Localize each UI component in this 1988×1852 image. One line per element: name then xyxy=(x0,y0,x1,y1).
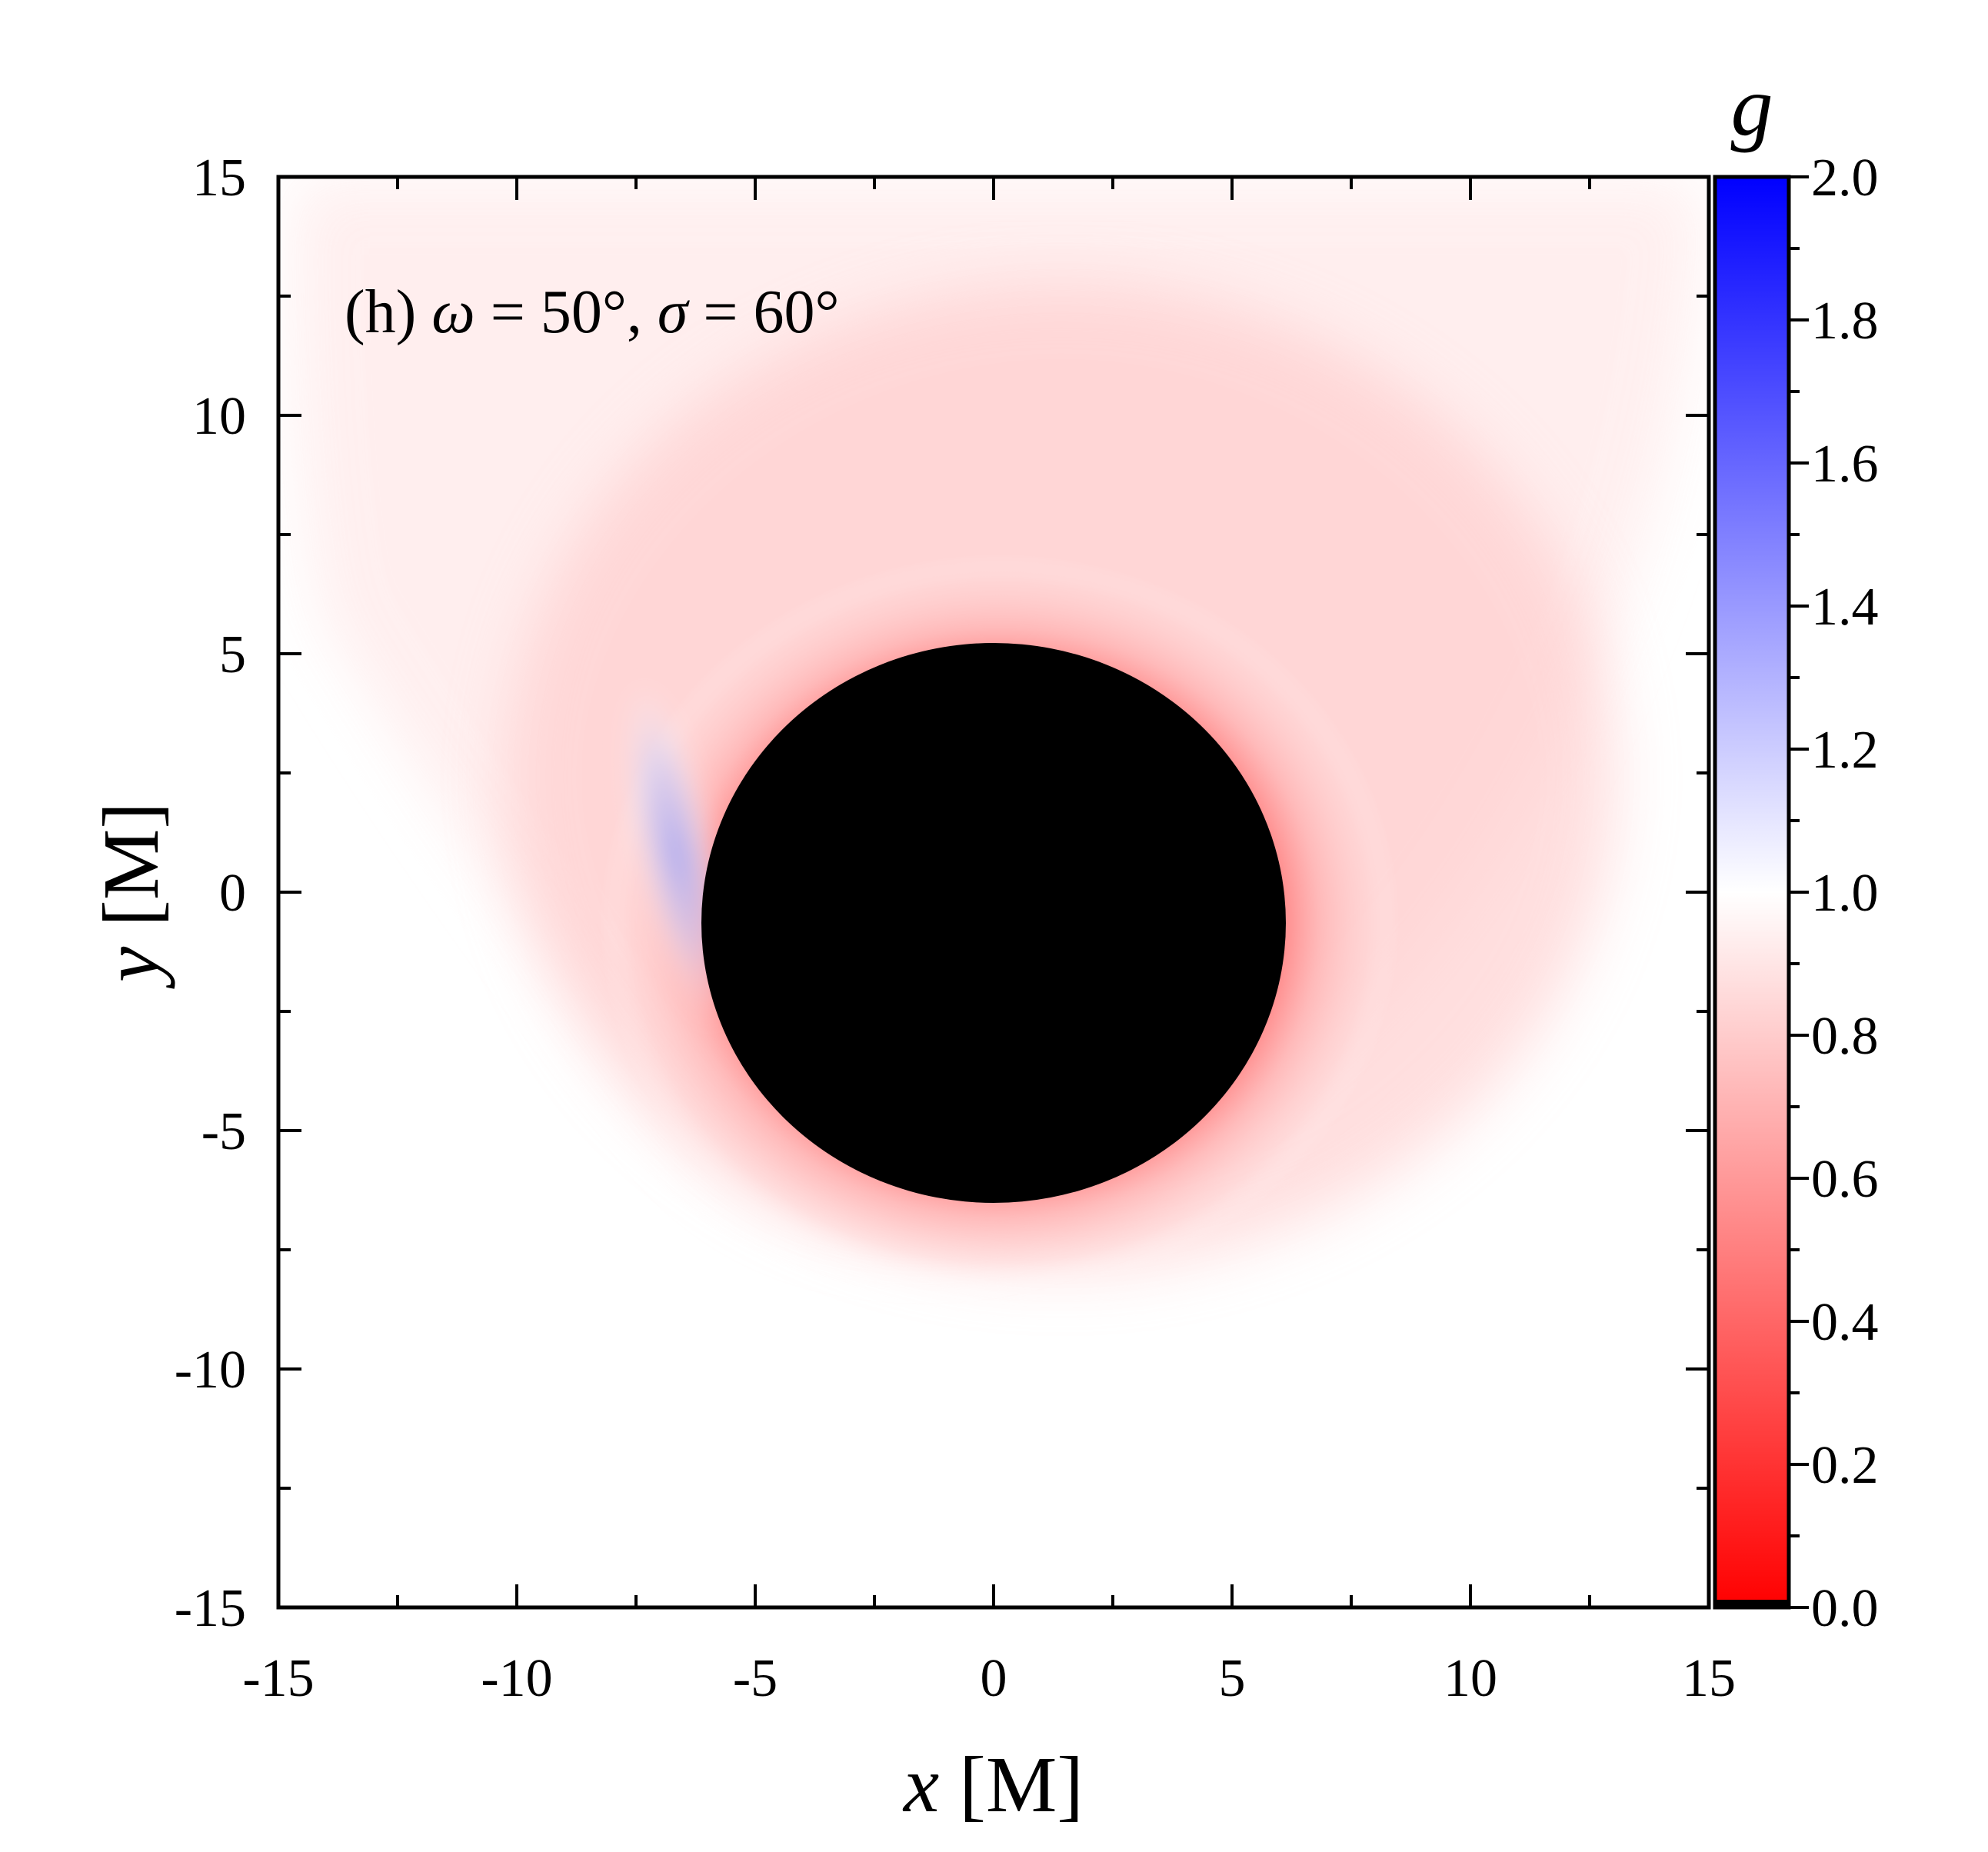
colorbar-tick-label: 0.0 xyxy=(1811,1579,1879,1638)
colorbar-tick-label: 1.4 xyxy=(1811,578,1879,637)
colorbar-ticks xyxy=(1789,175,1809,1609)
panel-annotation: (h) ω = 50°, σ = 60° xyxy=(345,278,839,346)
y-tick-labels: -15 -10 -5 0 5 10 15 xyxy=(175,148,246,1638)
colorbar-tick-label: 1.0 xyxy=(1811,864,1879,923)
colorbar-tick-label: 1.2 xyxy=(1811,721,1879,780)
y-tick-label: 10 xyxy=(192,387,246,446)
colorbar-tick-label: 1.6 xyxy=(1811,435,1879,494)
annotation-sigma: σ xyxy=(658,278,690,346)
x-tick-label: 5 xyxy=(1219,1649,1246,1708)
colorbar-ramp xyxy=(1715,177,1789,1607)
annotation-sigma-value: = 60° xyxy=(688,278,839,346)
x-tick-labels: -15 -10 -5 0 5 10 15 xyxy=(242,1649,1736,1708)
x-tick-label: 0 xyxy=(981,1649,1007,1708)
x-tick-label: 10 xyxy=(1444,1649,1497,1708)
y-axis-title: y [M] xyxy=(87,802,175,989)
annotation-prefix: (h) xyxy=(345,278,431,346)
x-tick-label: -10 xyxy=(481,1649,552,1708)
plot-area xyxy=(278,177,1709,1607)
x-axis-var: x xyxy=(902,1740,939,1829)
colorbar-tick-label: 2.0 xyxy=(1811,148,1879,208)
x-tick-label: -5 xyxy=(733,1649,778,1708)
y-tick-label: -5 xyxy=(201,1102,246,1161)
x-axis-unit: [M] xyxy=(939,1740,1084,1829)
y-tick-label: 15 xyxy=(192,148,246,208)
colorbar: g 0.0 0.2 0.4 0.6 0.8 1.0 1.2 1.4 1.6 1.… xyxy=(1713,59,1879,1638)
y-axis-var: y xyxy=(87,946,175,989)
x-tick-label: -15 xyxy=(242,1649,314,1708)
colorbar-tick-label: 0.8 xyxy=(1811,1007,1879,1066)
annotation-omega-value: = 50°, xyxy=(475,278,658,346)
x-axis-title: x [M] xyxy=(902,1740,1084,1829)
x-tick-label: 15 xyxy=(1682,1649,1736,1708)
y-tick-label: 0 xyxy=(219,864,246,923)
colorbar-tick-label: 0.6 xyxy=(1811,1150,1879,1209)
colorbar-tick-label: 0.2 xyxy=(1811,1436,1879,1495)
colorbar-title: g xyxy=(1731,59,1773,153)
y-tick-label: -10 xyxy=(175,1341,246,1400)
y-tick-label: -15 xyxy=(175,1579,246,1638)
y-axis-unit: [M] xyxy=(87,802,175,947)
y-tick-label: 5 xyxy=(219,625,246,685)
colorbar-shadow-swatch xyxy=(1715,1600,1789,1607)
axis-ticks xyxy=(277,175,1710,1609)
black-hole-shadow xyxy=(701,643,1286,1203)
annotation-omega: ω xyxy=(431,278,475,346)
colorbar-tick-label: 0.4 xyxy=(1811,1293,1879,1352)
colorbar-tick-labels: 0.0 0.2 0.4 0.6 0.8 1.0 1.2 1.4 1.6 1.8 … xyxy=(1811,148,1879,1638)
colorbar-tick-label: 1.8 xyxy=(1811,291,1879,351)
